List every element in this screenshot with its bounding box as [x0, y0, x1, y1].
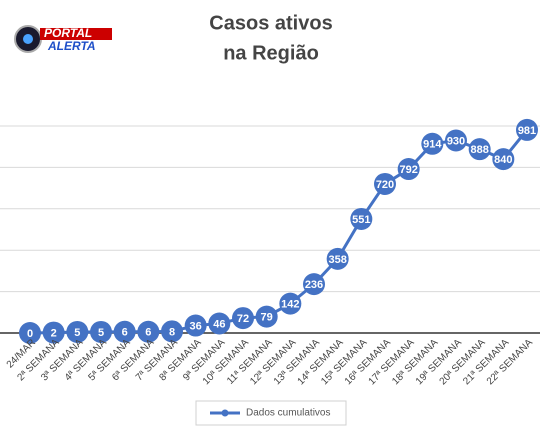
data-point: [492, 148, 515, 171]
legend-marker: [221, 409, 229, 417]
data-label: 46: [213, 318, 225, 330]
data-point: [137, 320, 160, 343]
data-label: 5: [98, 327, 104, 339]
data-label: 36: [190, 320, 202, 332]
data-label: 72: [237, 313, 249, 325]
data-point: [208, 312, 231, 335]
data-label: 236: [305, 279, 323, 291]
data-point: [161, 320, 183, 343]
data-point: [303, 273, 325, 296]
series-line: [29, 128, 529, 335]
data-point: [445, 129, 467, 152]
data-point: [468, 138, 491, 161]
data-point: [255, 305, 278, 328]
data-label: 6: [145, 327, 151, 339]
logo-text: PORTAL: [44, 26, 92, 40]
data-label: 79: [261, 312, 273, 324]
data-point: [421, 132, 444, 155]
data-label: 358: [328, 254, 346, 266]
data-label: 981: [518, 125, 536, 137]
data-label: 2: [51, 327, 57, 339]
data-label: 888: [470, 144, 488, 156]
data-label: 792: [399, 164, 417, 176]
data-label: 0: [27, 328, 33, 340]
chart-title: Casos ativos: [209, 12, 332, 34]
data-label: 551: [352, 214, 370, 226]
data-label: 720: [376, 179, 394, 191]
logo-band: [40, 28, 112, 40]
chart-title: na Região: [223, 42, 319, 64]
data-point: [113, 320, 136, 343]
data-point: [374, 172, 396, 195]
data-point: [184, 314, 207, 337]
data-point: [90, 320, 112, 343]
data-point: [397, 158, 420, 181]
data-label: 5: [74, 327, 80, 339]
logo-icon-center: [23, 34, 33, 44]
legend-label: Dados cumulativos: [246, 408, 330, 419]
data-point: [66, 320, 89, 343]
data-label: 840: [494, 154, 512, 166]
data-point: [279, 292, 302, 315]
data-label: 8: [169, 326, 175, 338]
data-label: 142: [281, 299, 299, 311]
data-point: [42, 321, 65, 344]
data-point: [350, 207, 373, 230]
logo-text: ALERTA: [47, 39, 96, 53]
data-point: [19, 322, 41, 344]
data-label: 930: [447, 135, 465, 147]
data-label: 914: [423, 139, 442, 151]
logo: PORTAL ALERTA: [14, 25, 112, 53]
data-label: 6: [122, 327, 128, 339]
data-point: [232, 307, 254, 330]
data-point: [516, 118, 538, 141]
data-point: [326, 247, 349, 270]
